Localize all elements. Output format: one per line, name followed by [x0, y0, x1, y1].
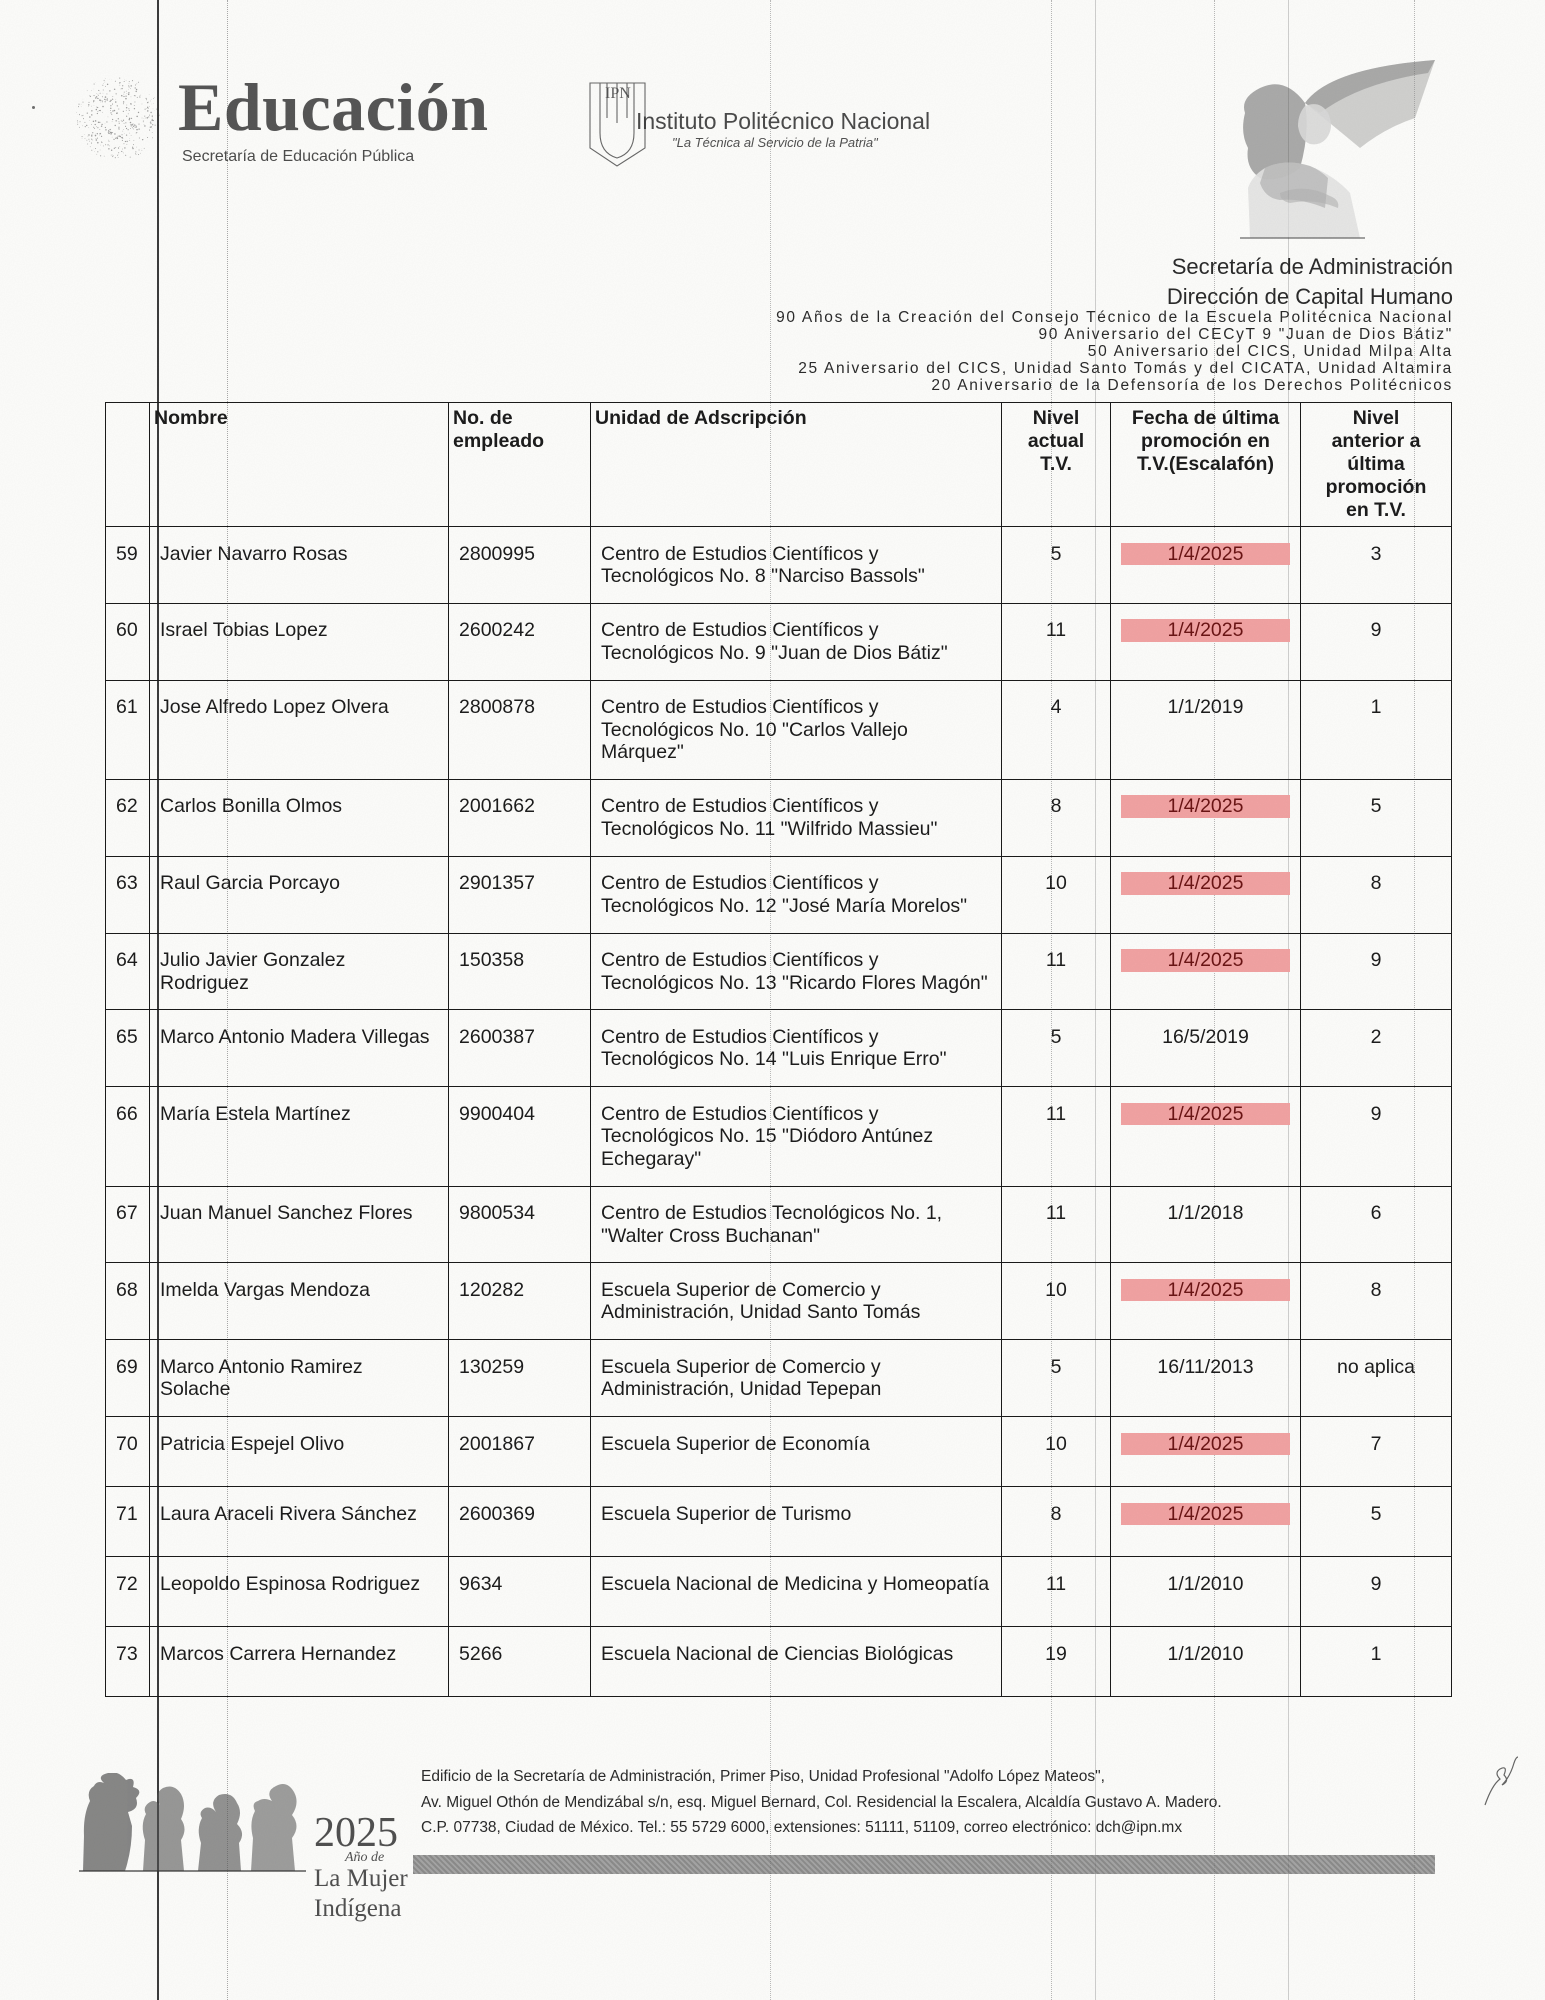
svg-text:IPN: IPN	[605, 85, 631, 102]
